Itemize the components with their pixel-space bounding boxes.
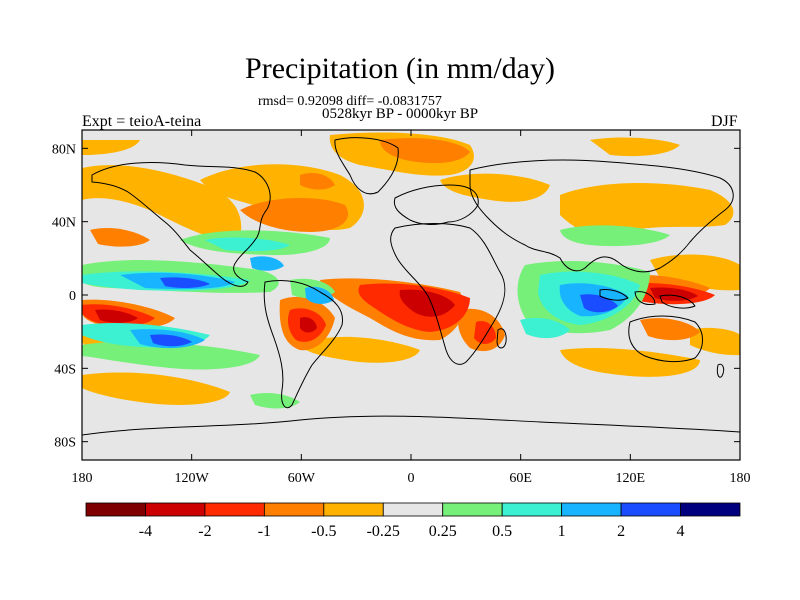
colorbar-label: -2 [198, 523, 211, 540]
map-title: Precipitation (in mm/day) [245, 52, 555, 85]
lat-tick-label: 40S [54, 362, 76, 377]
colorbar-swatch [204, 502, 265, 517]
colorbar-swatch [620, 502, 681, 517]
lon-tick-label: 60E [509, 471, 532, 486]
colorbar-swatch [561, 502, 622, 517]
colorbar-label: -4 [139, 523, 152, 540]
colorbar-swatch [323, 502, 384, 517]
lon-tick-label: 180 [730, 471, 751, 486]
longitude-axis: 180 120W 60W 0 60E 120E 180 [72, 130, 751, 486]
lon-tick-label: 0 [408, 471, 415, 486]
wet-anomaly-very-strong [150, 277, 618, 347]
colorbar: -4 -2 -1 -0.5 -0.25 0.25 0.5 1 2 4 [85, 502, 741, 540]
lon-tick-label: 60W [288, 471, 316, 486]
lon-tick-label: 120W [175, 471, 210, 486]
experiment-label: Expt = teioA-teina [82, 113, 202, 130]
colorbar-label: 1 [558, 523, 566, 540]
dry-anomaly-very-strong [95, 287, 698, 333]
latitude-axis: 80N 40N 0 40S 80S [52, 142, 740, 451]
colorbar-swatch [85, 502, 146, 517]
colorbar-label: -0.25 [367, 523, 400, 540]
lon-tick-label: 120E [616, 471, 646, 486]
lat-tick-label: 40N [52, 216, 76, 231]
colorbar-swatch [382, 502, 444, 517]
lon-tick-label: 180 [72, 471, 93, 486]
lat-tick-label: 80N [52, 142, 76, 157]
coastlines [82, 137, 740, 436]
colorbar-label: 2 [617, 523, 625, 540]
colorbar-label: 0.25 [429, 523, 457, 540]
colorbar-label: -0.5 [311, 523, 336, 540]
season-label: DJF [711, 113, 738, 130]
colorbar-label: 0.5 [492, 523, 512, 540]
stats-label: rmsd= 0.92098 diff= -0.0831757 [258, 94, 442, 109]
colorbar-swatch [501, 502, 563, 517]
colorbar-label: 4 [677, 523, 685, 540]
colorbar-swatch [145, 502, 206, 517]
map-field [82, 130, 740, 460]
colorbar-label: -1 [258, 523, 271, 540]
colorbar-swatch [263, 502, 325, 517]
lat-tick-label: 80S [54, 436, 76, 451]
colorbar-swatch [442, 502, 503, 517]
colorbar-swatch [680, 502, 741, 517]
lat-tick-label: 0 [69, 289, 76, 304]
period-label: 0528kyr BP - 0000kyr BP [322, 106, 479, 122]
